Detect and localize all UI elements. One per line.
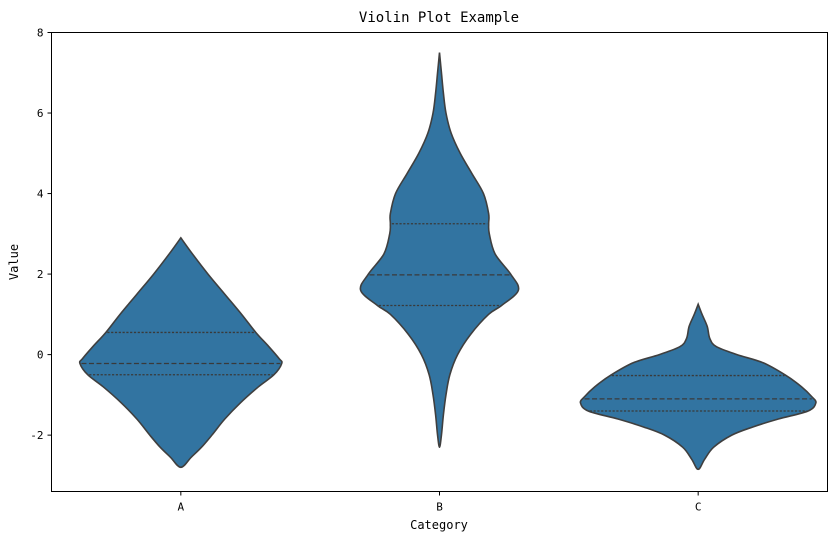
y-tick-label: 2 bbox=[37, 268, 44, 281]
violin-C bbox=[579, 302, 817, 471]
y-tick-label: 0 bbox=[37, 349, 44, 362]
x-tick-label-C: C bbox=[695, 501, 702, 514]
x-axis-title: Category bbox=[410, 518, 468, 532]
violins-group bbox=[78, 52, 817, 471]
x-tick-label-A: A bbox=[178, 501, 185, 514]
y-axis-title: Value bbox=[7, 244, 21, 280]
y-axis-ticks: -2 0 2 4 6 8 bbox=[30, 27, 52, 442]
y-tick-label: 6 bbox=[37, 107, 44, 120]
chart-title: Violin Plot Example bbox=[359, 10, 519, 26]
y-tick-label: 8 bbox=[37, 27, 44, 40]
y-tick-label: -2 bbox=[30, 429, 43, 442]
violin-B bbox=[359, 52, 520, 449]
violin-A bbox=[78, 236, 283, 469]
x-tick-label-B: B bbox=[436, 501, 443, 514]
quartile-lines-group bbox=[81, 223, 812, 412]
y-tick-label: 4 bbox=[37, 188, 44, 201]
x-axis-ticks: A B C bbox=[178, 491, 702, 514]
